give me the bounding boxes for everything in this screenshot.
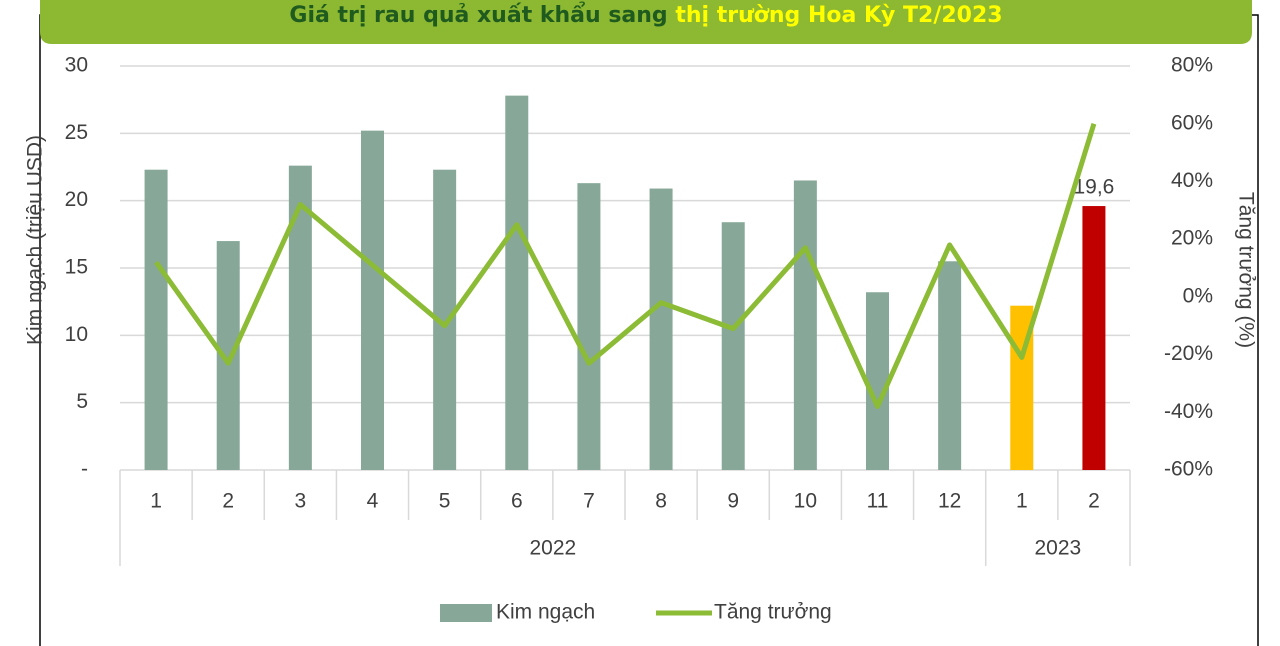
y2-tick-label: 60% <box>1171 111 1213 134</box>
group-label: 2023 <box>1034 537 1081 560</box>
bar <box>288 165 312 471</box>
x-tick-label: 10 <box>794 490 817 513</box>
y2-tick-label: 20% <box>1171 227 1213 250</box>
bar <box>216 241 240 470</box>
bar <box>505 95 529 471</box>
bar <box>721 222 745 470</box>
title-part: Giá trị rau quả xuất khẩu sang <box>289 2 667 28</box>
x-tick-label: 4 <box>367 490 379 513</box>
y-tick-label: 20 <box>65 188 88 211</box>
bar <box>577 183 601 470</box>
x-tick-label: 12 <box>938 490 961 513</box>
x-tick-label: 5 <box>439 490 451 513</box>
y2-axis-label: Tăng trưởng (%) <box>1234 192 1257 348</box>
x-tick-label: 2 <box>222 490 234 513</box>
y2-tick-label: -20% <box>1164 342 1213 365</box>
y2-tick-label: 0% <box>1183 284 1213 307</box>
y-tick-label: 25 <box>65 121 88 144</box>
bar <box>1082 206 1106 470</box>
legend-label: Tăng trưởng <box>714 601 832 624</box>
y-tick-label: 5 <box>76 390 88 413</box>
x-tick-label: 11 <box>867 490 889 513</box>
y-axis-label: Kim ngạch (triệu USD) <box>24 135 47 345</box>
bar <box>793 180 817 470</box>
y-tick-label: - <box>81 458 88 481</box>
y2-tick-label: -40% <box>1164 400 1213 423</box>
y-tick-label: 15 <box>65 256 88 279</box>
legend-label: Kim ngạch <box>496 601 595 624</box>
bar <box>649 188 673 470</box>
bar <box>433 169 457 470</box>
title-part: thị trường Hoa Kỳ T2/2023 <box>675 3 1002 28</box>
bar <box>144 169 168 470</box>
x-tick-label: 2 <box>1088 490 1100 513</box>
line <box>154 122 1097 410</box>
x-tick-label: 7 <box>583 490 595 513</box>
x-tick-label: 8 <box>655 490 667 513</box>
bar <box>361 130 384 470</box>
group-label: 2022 <box>529 537 576 560</box>
x-tick-label: 1 <box>150 490 162 513</box>
data-label: 19,6 <box>1073 176 1114 199</box>
bar <box>938 261 962 470</box>
x-tick-label: 9 <box>727 490 739 513</box>
y2-tick-label: 40% <box>1171 169 1213 192</box>
chart-title: Giá trị rau quả xuất khẩu sang thị trườn… <box>289 2 1002 28</box>
y-tick-label: 10 <box>65 323 88 346</box>
legend-swatch <box>440 604 492 622</box>
y-tick-label: 30 <box>65 54 88 77</box>
x-tick-label: 3 <box>295 490 307 513</box>
x-tick-label: 1 <box>1016 490 1028 513</box>
bar <box>866 292 889 470</box>
title-banner <box>40 0 1252 44</box>
x-tick-label: 6 <box>511 490 523 513</box>
y2-tick-label: 80% <box>1171 54 1213 77</box>
y2-tick-label: -60% <box>1164 458 1213 481</box>
